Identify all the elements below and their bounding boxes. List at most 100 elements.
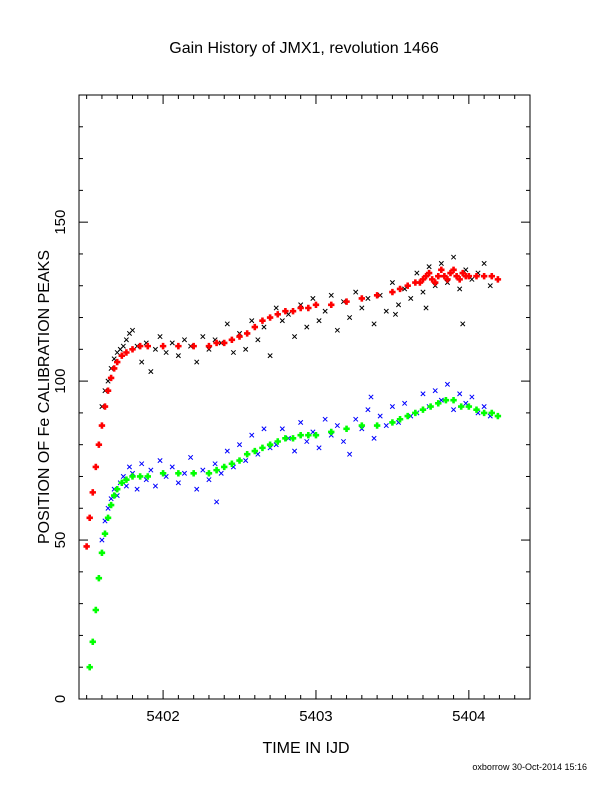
trend-point: [92, 606, 100, 614]
data-point: [371, 321, 377, 327]
trend-point: [442, 396, 450, 404]
x-tick-label: 5402: [146, 708, 179, 725]
trend-point: [488, 273, 495, 280]
data-point: [218, 470, 224, 476]
data-point: [214, 499, 220, 505]
trend-point: [373, 292, 381, 299]
trend-point: [289, 307, 297, 315]
trend-point: [205, 470, 213, 477]
trend-point: [289, 435, 297, 442]
trend-point: [98, 549, 106, 556]
data-point: [194, 486, 200, 492]
x-axis-label: TIME IN IJD: [262, 740, 349, 757]
data-point: [148, 467, 154, 473]
trend-point: [473, 273, 480, 280]
data-point: [224, 448, 230, 454]
y-tick-label: 50: [52, 532, 69, 549]
trend-point: [123, 349, 130, 356]
trend-point: [236, 333, 243, 340]
y-tick-label: 0: [52, 695, 69, 703]
trend-point: [175, 470, 182, 477]
data-point: [285, 311, 292, 317]
trend-point: [473, 406, 480, 413]
data-point: [481, 403, 487, 410]
data-point: [487, 283, 493, 289]
data-point: [334, 327, 340, 333]
trend-point: [251, 447, 259, 455]
y-tick-label: 150: [52, 210, 69, 235]
trend-point: [494, 412, 502, 420]
trend-point: [373, 422, 381, 429]
data-point: [255, 337, 261, 343]
data-point: [420, 289, 426, 295]
trend-point: [101, 530, 109, 537]
x-tick-label: 5404: [452, 708, 485, 725]
data-point: [316, 318, 322, 324]
data-point: [368, 394, 374, 400]
data-point: [243, 458, 249, 464]
data-point: [353, 416, 359, 422]
trend-point: [328, 428, 335, 436]
trend-point: [432, 279, 439, 286]
trend-point: [450, 266, 457, 274]
data-point: [108, 496, 114, 502]
trend-point: [396, 285, 404, 293]
y-axis-label: POSITION OF Fe CALIBRATION PEAKS: [36, 250, 53, 544]
data-point: [438, 397, 444, 403]
trend-point: [266, 314, 274, 321]
data-point: [304, 324, 310, 330]
trend-point: [259, 317, 266, 324]
trend-point: [159, 342, 167, 350]
trend-point: [95, 575, 103, 582]
data-point: [414, 270, 420, 276]
data-point: [194, 359, 200, 365]
data-point: [402, 286, 408, 292]
data-point: [298, 419, 304, 425]
trend-point: [86, 514, 93, 521]
trend-point: [305, 304, 312, 312]
trend-point: [114, 485, 121, 493]
data-point: [105, 505, 111, 511]
data-point: [139, 461, 145, 467]
data-point: [206, 477, 212, 483]
data-point: [200, 467, 206, 473]
trend-point: [114, 358, 121, 366]
trend-point: [107, 501, 115, 509]
data-point: [451, 254, 457, 260]
trend-point: [236, 457, 243, 464]
data-point: [279, 426, 285, 432]
data-point: [175, 480, 181, 486]
data-point: [212, 461, 218, 467]
trend-point: [494, 276, 502, 283]
trend-point: [101, 403, 109, 410]
trend-point: [95, 441, 103, 448]
trend-point: [123, 476, 130, 483]
chart-title: Gain History of JMX1, revolution 1466: [169, 40, 439, 57]
data-point: [152, 346, 158, 352]
data-point: [310, 295, 316, 302]
trend-point: [438, 266, 445, 274]
data-point: [383, 423, 389, 429]
trend-point: [118, 352, 126, 359]
trend-point: [480, 273, 488, 280]
data-point: [267, 353, 273, 359]
data-point: [347, 451, 353, 457]
trend-point: [221, 339, 228, 347]
data-point: [255, 451, 261, 457]
trend-point: [213, 466, 220, 474]
trend-point: [274, 438, 281, 445]
data-point: [188, 454, 194, 460]
trend-point: [404, 282, 411, 289]
data-point: [444, 381, 450, 387]
data-point: [139, 359, 145, 365]
trend-point: [297, 304, 304, 312]
series-4: [86, 396, 502, 671]
trend-point: [129, 473, 136, 480]
data-point: [469, 394, 475, 400]
data-marks: [83, 254, 502, 671]
plot-frame: [78, 94, 531, 700]
footer-credit: oxborrow 30-Oct-2014 15:16: [472, 762, 587, 772]
data-point: [457, 286, 463, 292]
trend-point: [419, 406, 427, 413]
data-point: [126, 464, 133, 470]
